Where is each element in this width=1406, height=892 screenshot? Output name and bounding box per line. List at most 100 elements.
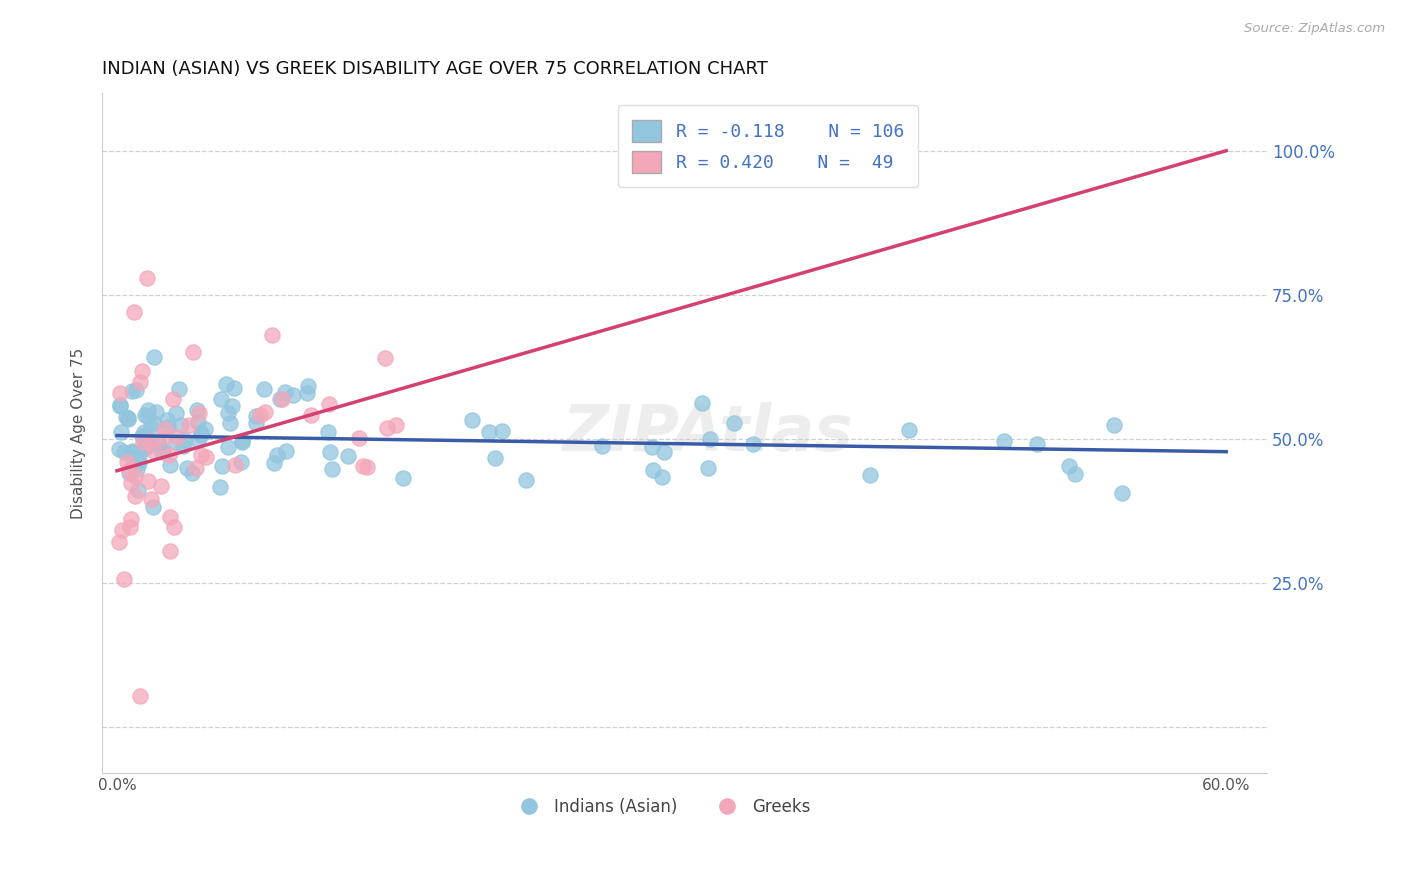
Point [266,448,288,462]
Point [190,448,212,462]
Point [143,350,166,364]
Point [125,383,148,397]
Point [392,471,415,485]
Point [374,351,396,365]
Point [134,441,156,455]
Point [187,433,209,447]
Point [654,445,676,459]
Point [136,409,159,423]
Point [477,425,499,440]
Point [859,467,882,482]
Y-axis label: Disability Age Over 75: Disability Age Over 75 [72,348,86,519]
Point [1111,485,1133,500]
Point [1102,417,1125,432]
Point [166,430,188,444]
Point [120,512,142,526]
Point [124,489,146,503]
Point [136,475,159,489]
Point [352,458,374,473]
Point [384,417,406,432]
Point [742,437,765,451]
Point [187,415,209,429]
Point [127,483,149,497]
Point [129,689,152,703]
Point [263,456,285,470]
Point [117,411,139,425]
Point [159,458,181,472]
Point [319,445,342,459]
Point [221,400,243,414]
Point [108,535,131,549]
Point [110,425,132,440]
Point [690,395,713,409]
Point [165,406,187,420]
Point [152,431,174,445]
Point [142,500,165,515]
Point [124,469,146,483]
Point [110,523,132,537]
Point [157,448,180,462]
Point [245,417,267,431]
Point [143,443,166,458]
Point [215,377,238,392]
Point [155,413,177,427]
Point [253,382,276,396]
Point [134,440,156,454]
Point [170,418,193,433]
Point [194,422,217,436]
Point [515,473,537,487]
Point [186,460,208,475]
Point [245,409,267,423]
Point [491,424,513,438]
Point [211,458,233,473]
Point [118,467,141,481]
Point [181,345,204,359]
Text: INDIAN (ASIAN) VS GREEK DISABILITY AGE OVER 75 CORRELATION CHART: INDIAN (ASIAN) VS GREEK DISABILITY AGE O… [103,60,768,78]
Point [165,434,187,449]
Point [993,434,1015,448]
Point [153,422,176,436]
Point [224,381,246,395]
Point [461,412,484,426]
Point [321,462,343,476]
Point [316,425,339,439]
Point [139,434,162,449]
Point [162,392,184,406]
Point [651,470,673,484]
Point [108,400,131,414]
Point [145,404,167,418]
Point [120,520,142,534]
Point [159,544,181,558]
Point [148,436,170,450]
Point [1026,436,1049,450]
Point [131,363,153,377]
Point [356,459,378,474]
Point [283,388,305,402]
Text: ZIPAtlas: ZIPAtlas [562,402,853,464]
Point [897,423,920,437]
Point [152,444,174,458]
Point [122,305,145,319]
Point [110,398,132,412]
Point [150,479,173,493]
Legend: Indians (Asian), Greeks: Indians (Asian), Greeks [505,791,817,823]
Point [217,440,239,454]
Point [134,409,156,423]
Point [173,433,195,447]
Point [120,445,142,459]
Point [696,461,718,475]
Point [208,480,231,494]
Point [127,454,149,468]
Point [218,416,240,430]
Point [136,270,159,285]
Point [336,449,359,463]
Point [253,404,276,418]
Point [108,385,131,400]
Point [108,442,131,457]
Point [139,491,162,506]
Point [297,379,319,393]
Point [131,429,153,443]
Point [159,509,181,524]
Point [136,402,159,417]
Point [117,455,139,469]
